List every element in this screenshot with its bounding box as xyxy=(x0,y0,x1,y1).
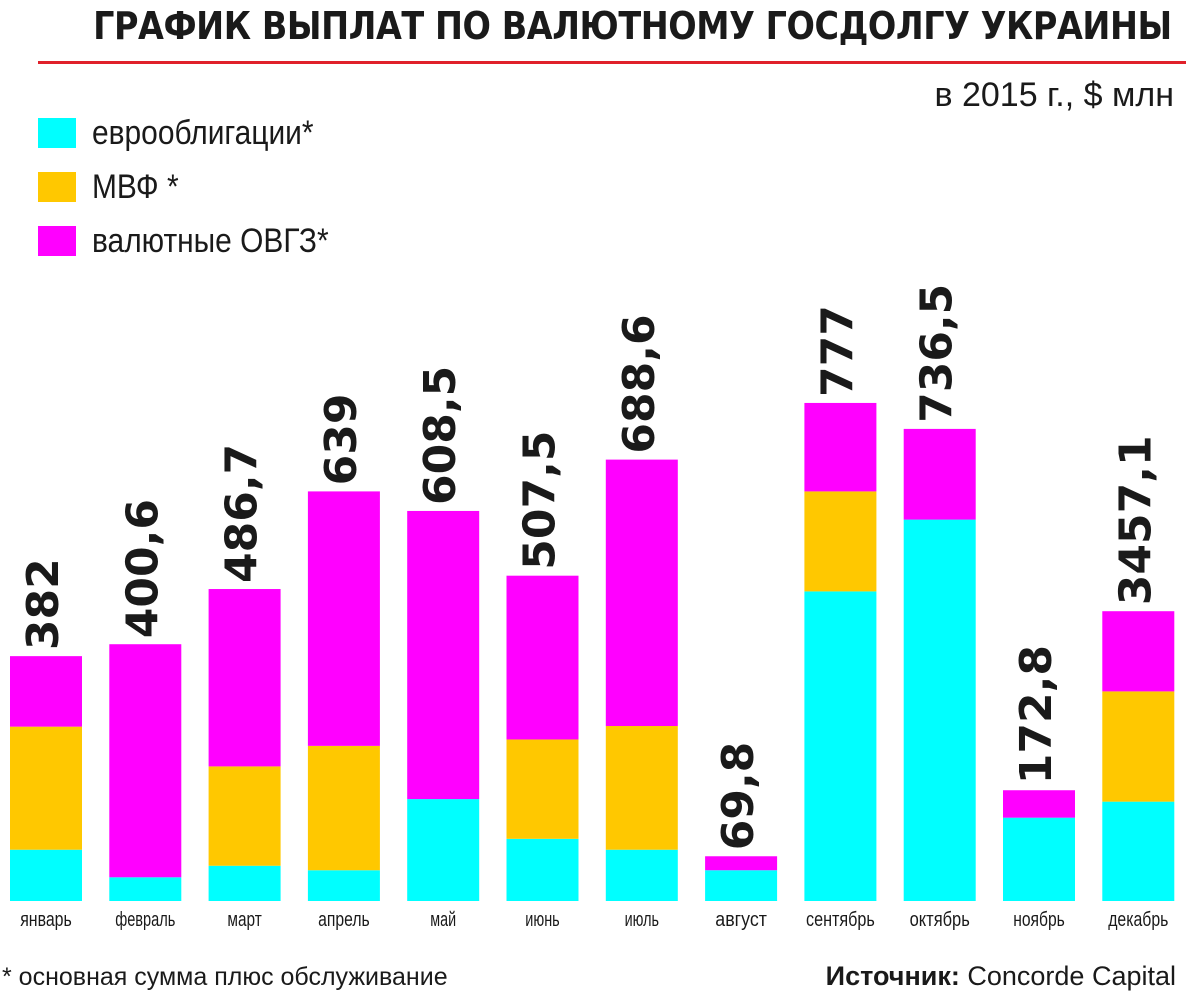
x-tick-label: июль xyxy=(625,909,659,931)
x-tick-label: ноябрь xyxy=(1013,909,1065,931)
bar-segment-eurobonds xyxy=(10,849,82,901)
legend-item-ovgz: валютные ОВГЗ* xyxy=(38,214,361,268)
axis-break-line xyxy=(1101,425,1176,429)
chart-subtitle: в 2015 г., $ млн xyxy=(934,76,1174,114)
x-tick-label: апрель xyxy=(318,909,370,931)
bar-segment-imf xyxy=(506,739,579,839)
bar-segment-ovgz xyxy=(1003,790,1075,818)
x-tick-label: февраль xyxy=(115,909,175,931)
legend: еврооблигации* МВФ * валютные ОВГЗ* xyxy=(38,106,361,268)
bar-segment-ovgz xyxy=(307,491,380,746)
bar-segment-eurobonds xyxy=(1003,817,1075,901)
bar-segment-eurobonds xyxy=(605,849,678,901)
bar-segment-imf xyxy=(1102,691,1175,802)
source-note: Источник: Concorde Capital xyxy=(826,961,1176,992)
bar-segment-ovgz xyxy=(903,428,976,520)
bar-segment-ovgz xyxy=(804,402,877,492)
legend-label-ovgz: валютные ОВГЗ* xyxy=(92,221,329,260)
bar-total-label: 3457,1 xyxy=(1110,435,1161,605)
bar-total-label: 382 xyxy=(18,558,69,650)
bar-total-label: 400,6 xyxy=(117,499,168,638)
legend-swatch-imf xyxy=(38,172,76,202)
bar-segment-ovgz xyxy=(506,575,579,740)
axis-break-line xyxy=(1101,437,1176,441)
bar-segment-ovgz xyxy=(407,510,480,800)
bar-segment-imf xyxy=(307,745,380,871)
bar-segment-ovgz xyxy=(208,589,281,767)
bar-total-label: 69,8 xyxy=(713,742,764,851)
bar-segment-eurobonds xyxy=(1102,801,1175,901)
bar-segment-imf xyxy=(208,766,281,866)
source-value: Concorde Capital xyxy=(967,961,1176,991)
bar-segment-ovgz xyxy=(1102,611,1175,692)
source-label: Источник: xyxy=(825,961,960,991)
x-tick-label: октябрь xyxy=(910,909,970,931)
bar-total-label: 608,5 xyxy=(415,366,466,505)
title-rule xyxy=(38,61,1186,64)
x-tick-label: сентябрь xyxy=(806,909,875,931)
bar-total-label: 736,5 xyxy=(912,284,963,423)
bar-segment-ovgz xyxy=(10,656,82,727)
x-tick-label: январь xyxy=(20,909,72,931)
bar-segment-imf xyxy=(10,726,82,850)
bar-segment-eurobonds xyxy=(208,865,281,901)
legend-item-imf: МВФ * xyxy=(38,160,361,214)
bar-segment-eurobonds xyxy=(804,591,877,901)
bar-total-label: 639 xyxy=(316,394,367,486)
bar-segment-eurobonds xyxy=(307,870,380,901)
bar-segment-ovgz xyxy=(705,856,778,871)
x-tick-label: август xyxy=(715,909,767,931)
bar-segment-eurobonds xyxy=(903,519,976,901)
bar-segment-eurobonds xyxy=(407,799,480,901)
bar-total-label: 777 xyxy=(812,305,863,397)
legend-swatch-eurobonds xyxy=(38,118,76,148)
legend-label-imf: МВФ * xyxy=(92,167,179,206)
bar-total-label: 507,5 xyxy=(515,431,566,570)
x-tick-label: декабрь xyxy=(1108,909,1168,931)
legend-label-eurobonds: еврооблигации* xyxy=(92,113,314,152)
bar-total-label: 486,7 xyxy=(217,444,268,583)
x-tick-label: июнь xyxy=(525,909,559,931)
chart-title: ГРАФИК ВЫПЛАТ ПО ВАЛЮТНОМУ ГОСДОЛГУ УКРА… xyxy=(93,4,1172,48)
bar-segment-eurobonds xyxy=(109,877,182,901)
footnote: * основная сумма плюс обслуживание xyxy=(2,963,448,991)
legend-swatch-ovgz xyxy=(38,226,76,256)
bar-segment-eurobonds xyxy=(506,838,579,901)
bar-segment-eurobonds xyxy=(705,870,778,901)
x-tick-label: март xyxy=(227,909,261,931)
bar-segment-imf xyxy=(605,726,678,850)
bar-segment-imf xyxy=(804,491,877,592)
axis-break-line xyxy=(1101,412,1176,416)
bar-total-label: 688,6 xyxy=(614,314,665,453)
x-tick-label: май xyxy=(430,909,456,931)
bar-segment-ovgz xyxy=(605,459,678,727)
legend-item-eurobonds: еврооблигации* xyxy=(38,106,361,160)
bar-segment-ovgz xyxy=(109,644,182,878)
bar-total-label: 172,8 xyxy=(1011,645,1062,784)
